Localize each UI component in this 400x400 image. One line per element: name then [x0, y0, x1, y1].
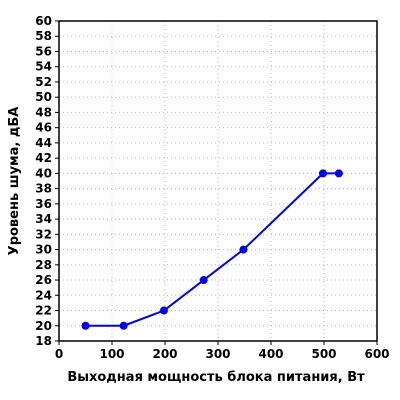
data-point — [119, 321, 128, 330]
y-tick-label: 46 — [35, 121, 52, 135]
y-tick-label: 48 — [35, 105, 52, 119]
y-tick-label: 32 — [35, 227, 52, 241]
y-tick-label: 20 — [35, 319, 52, 333]
y-tick-label: 40 — [35, 166, 52, 180]
x-axis: 0 100 200 300 400 500 600 — [55, 341, 390, 361]
data-point — [318, 169, 327, 178]
y-tick-label: 38 — [35, 182, 52, 196]
y-tick-label: 28 — [35, 258, 52, 272]
y-tick-label: 52 — [35, 75, 52, 89]
y-axis-title: Уровень шума, дБА — [7, 107, 22, 256]
data-point — [199, 276, 208, 285]
x-axis-title: Выходная мощность блока питания, Вт — [67, 370, 365, 385]
data-point — [334, 169, 343, 178]
y-tick-label: 60 — [35, 14, 52, 28]
x-tick-label: 0 — [55, 347, 63, 361]
y-tick-label: 36 — [35, 197, 52, 211]
x-tick-label: 400 — [258, 347, 283, 361]
y-tick-label: 54 — [35, 60, 52, 74]
data-point — [81, 321, 90, 330]
series-group — [81, 169, 343, 330]
x-tick-label: 500 — [311, 347, 336, 361]
grid — [59, 21, 377, 341]
y-tick-label: 50 — [35, 90, 52, 104]
y-tick-label: 18 — [35, 334, 52, 348]
y-tick-label: 34 — [35, 212, 52, 226]
x-tick-label: 100 — [99, 347, 124, 361]
data-point — [159, 306, 168, 315]
y-tick-label: 22 — [35, 304, 52, 318]
y-tick-label: 42 — [35, 151, 52, 165]
x-tick-label: 200 — [152, 347, 177, 361]
y-tick-label: 30 — [35, 243, 52, 257]
x-tick-label: 300 — [205, 347, 230, 361]
y-tick-label: 24 — [35, 288, 52, 302]
y-tick-label: 56 — [35, 44, 52, 58]
y-tick-label: 44 — [35, 136, 52, 150]
x-tick-label: 600 — [364, 347, 389, 361]
y-tick-label: 58 — [35, 29, 52, 43]
data-point — [239, 245, 248, 254]
y-tick-label: 26 — [35, 273, 52, 287]
